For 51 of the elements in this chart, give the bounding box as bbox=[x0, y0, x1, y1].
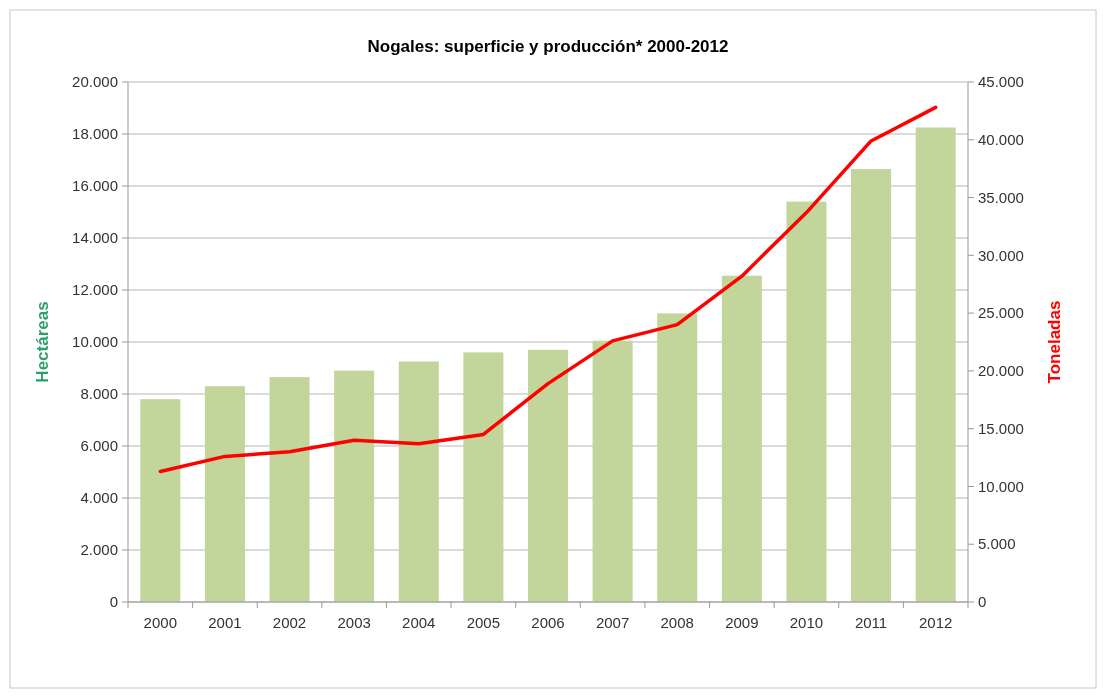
y-tick-label: 18.000 bbox=[72, 125, 118, 143]
y-tick-label: 6.000 bbox=[80, 437, 118, 455]
y-tick-label: 14.000 bbox=[72, 229, 118, 247]
bar bbox=[786, 201, 827, 602]
x-tick-label: 2007 bbox=[595, 614, 630, 631]
y-tick-label: 20.000 bbox=[72, 73, 118, 91]
bar bbox=[592, 340, 633, 602]
x-tick-label: 2004 bbox=[402, 614, 436, 631]
x-tick-label: 2001 bbox=[208, 614, 242, 631]
bar bbox=[915, 127, 956, 602]
bar bbox=[851, 169, 892, 602]
x-tick-label: 2000 bbox=[143, 614, 177, 631]
y-tick-label: 2.000 bbox=[80, 541, 118, 559]
y-tick-label: 10.000 bbox=[72, 333, 118, 351]
y2-tick-label: 5.000 bbox=[978, 535, 1016, 553]
y-axis-title: Hectáreas bbox=[33, 301, 52, 383]
y2-tick-label: 40.000 bbox=[978, 131, 1024, 149]
x-tick-label: 2005 bbox=[466, 614, 501, 631]
x-tick-label: 2003 bbox=[337, 614, 371, 631]
bar bbox=[334, 370, 375, 602]
bar bbox=[657, 313, 698, 602]
bar bbox=[527, 349, 569, 602]
bar bbox=[463, 352, 504, 602]
y-tick-label: 8.000 bbox=[80, 385, 118, 403]
bar bbox=[721, 275, 762, 602]
y-tick-label: 12.000 bbox=[72, 281, 118, 299]
y2-tick-label: 0 bbox=[978, 593, 987, 611]
y2-tick-label: 30.000 bbox=[978, 246, 1024, 264]
bar bbox=[204, 386, 245, 602]
bar bbox=[269, 377, 310, 602]
x-tick-label: 2009 bbox=[725, 614, 759, 631]
x-tick-label: 2002 bbox=[272, 614, 307, 631]
x-tick-label: 2006 bbox=[531, 614, 565, 631]
y2-axis-title: Toneladas bbox=[1045, 300, 1064, 384]
x-tick-label: 2012 bbox=[919, 614, 953, 631]
line-series bbox=[158, 105, 938, 474]
x-tick-label: 2011 bbox=[854, 614, 888, 631]
y-tick-label: 0 bbox=[109, 593, 118, 611]
x-tick-label: 2008 bbox=[660, 614, 694, 631]
y2-tick-label: 10.000 bbox=[978, 477, 1024, 495]
y-tick-label: 16.000 bbox=[72, 177, 118, 195]
bar bbox=[398, 361, 439, 602]
y2-tick-label: 15.000 bbox=[978, 419, 1024, 437]
x-tick-label: 2010 bbox=[789, 614, 824, 631]
chart-title: Nogales: superficie y producción* 2000-2012 bbox=[367, 37, 729, 56]
bar bbox=[140, 399, 181, 602]
y2-tick-label: 35.000 bbox=[978, 188, 1024, 206]
y2-tick-label: 45.000 bbox=[978, 73, 1024, 91]
y2-tick-label: 20.000 bbox=[978, 362, 1024, 380]
y-tick-label: 4.000 bbox=[80, 489, 118, 507]
y2-tick-label: 25.000 bbox=[978, 304, 1024, 322]
